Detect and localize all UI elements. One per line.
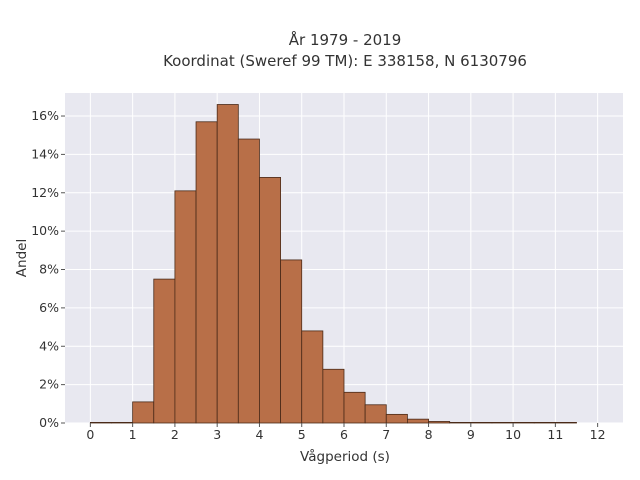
bars <box>89 104 577 424</box>
histogram-bar <box>216 104 239 424</box>
histogram-bar <box>132 401 155 424</box>
histogram-bar <box>280 259 303 424</box>
x-tick-label: 1 <box>129 427 137 442</box>
histogram-bar <box>195 121 218 424</box>
histogram-bar <box>364 404 387 424</box>
x-tick-label: 3 <box>213 427 221 442</box>
x-tick-label: 10 <box>505 427 521 442</box>
histogram-bar <box>322 368 345 424</box>
chart-title-line-2: Koordinat (Sweref 99 TM): E 338158, N 61… <box>163 52 527 70</box>
y-axis-label: Andel <box>14 239 30 277</box>
y-tick-label: 12% <box>31 185 59 200</box>
histogram-bar <box>491 421 514 424</box>
histogram-bar <box>237 138 260 424</box>
histogram-bar <box>449 421 472 424</box>
histogram-bar <box>111 421 134 424</box>
histogram-bar <box>153 278 176 424</box>
x-tick-label: 4 <box>255 427 263 442</box>
histogram-bar <box>407 418 429 424</box>
y-tick-label: 4% <box>39 338 59 353</box>
x-axis-label: Vågperiod (s) <box>300 448 390 465</box>
histogram-bar <box>301 330 324 424</box>
histogram-bar <box>89 421 112 424</box>
y-tick-label: 16% <box>31 108 59 123</box>
histogram-bar <box>428 421 451 424</box>
x-tick-label: 5 <box>298 427 306 442</box>
x-tick-label: 8 <box>425 427 433 442</box>
histogram-bar <box>385 413 408 424</box>
x-axis-ticks: 0 1 2 3 4 5 6 7 8 9 10 11 12 <box>86 423 606 442</box>
y-tick-label: 10% <box>31 223 59 238</box>
x-tick-label: 11 <box>547 427 563 442</box>
x-tick-label: 0 <box>86 427 94 442</box>
y-tick-label: 0% <box>39 415 59 430</box>
histogram-bar <box>533 421 556 424</box>
x-tick-label: 7 <box>382 427 390 442</box>
x-tick-label: 2 <box>171 427 179 442</box>
histogram-bar <box>470 421 493 424</box>
y-axis-ticks: 0% 2% 4% 6% 8% 10% 12% 14% 16% <box>31 108 65 430</box>
y-tick-label: 6% <box>39 300 59 315</box>
x-tick-label: 9 <box>467 427 475 442</box>
histogram-bar <box>174 190 197 424</box>
histogram-bar <box>512 421 535 424</box>
histogram-bar <box>343 391 366 424</box>
x-tick-label: 12 <box>590 427 606 442</box>
chart-title-line-1: År 1979 - 2019 <box>289 30 402 49</box>
histogram-bar <box>259 177 281 424</box>
y-tick-label: 14% <box>31 146 59 161</box>
y-tick-label: 2% <box>39 377 59 392</box>
x-tick-label: 6 <box>340 427 348 442</box>
histogram-bar <box>554 421 577 424</box>
y-tick-label: 8% <box>39 262 59 277</box>
